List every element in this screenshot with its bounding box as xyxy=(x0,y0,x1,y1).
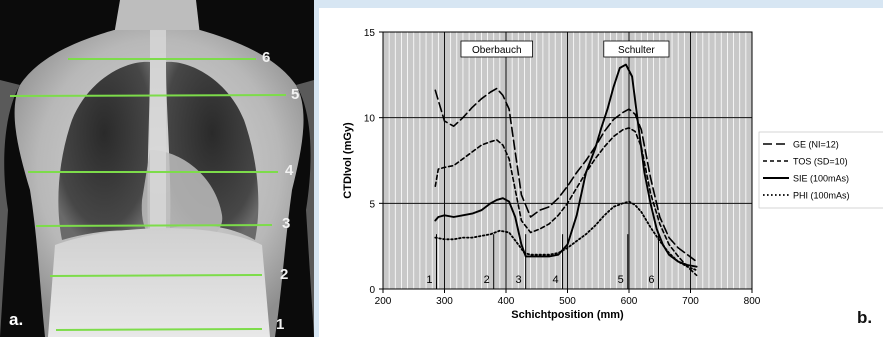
x-tick-label: 200 xyxy=(375,296,392,307)
scan-line-number-3: 3 xyxy=(282,215,291,232)
scan-line-1 xyxy=(55,328,263,331)
position-marker-label: 6 xyxy=(648,274,654,286)
scan-line-number-2: 2 xyxy=(280,266,289,283)
series-line-1 xyxy=(434,87,698,263)
position-marker-label: 2 xyxy=(484,274,490,286)
chest-xray-image xyxy=(0,0,314,337)
region-labels: Oberbauch Schulter xyxy=(460,40,670,58)
scan-line-3 xyxy=(35,224,273,227)
y-tick-label: 15 xyxy=(364,28,376,39)
panel-b-label: b. xyxy=(857,308,873,327)
ctdi-line-chart: 1 2 3 4 5 6 Oberbauch Schulter 200 300 400 500 600… xyxy=(342,28,883,321)
series-line-2 xyxy=(434,127,698,277)
region-label: Schulter xyxy=(618,45,655,56)
scan-line-number-5: 5 xyxy=(291,86,300,103)
x-tick-label: 800 xyxy=(744,296,761,307)
x-tick-label: 700 xyxy=(682,296,699,307)
legend-entry: PHI (100mAs) xyxy=(793,191,850,201)
y-tick-label: 0 xyxy=(369,285,375,296)
panel-a-label: a. xyxy=(9,310,24,329)
series-lines xyxy=(434,63,698,277)
position-marker-label: 5 xyxy=(618,274,624,286)
position-marker-label: 1 xyxy=(426,274,432,286)
x-axis-label: Schichtposition (mm) xyxy=(511,309,624,321)
y-tick-label: 5 xyxy=(369,199,375,210)
series-line-3 xyxy=(434,63,698,268)
legend-entry: SIE (100mAs) xyxy=(793,174,849,184)
legend: GE (NI=12) TOS (SD=10) SIE (100mAs) PHI (10… xyxy=(758,131,883,209)
region-label: Oberbauch xyxy=(472,45,521,56)
scan-line-5 xyxy=(9,94,287,97)
region-label-box xyxy=(460,40,533,58)
position-marker-label: 3 xyxy=(516,274,522,286)
y-axis-label: CTDIvol (mGy) xyxy=(342,122,354,199)
x-tick-label: 500 xyxy=(559,296,576,307)
position-marker-label: 4 xyxy=(552,274,558,286)
x-tick-label: 400 xyxy=(498,296,515,307)
scan-line-number-4: 4 xyxy=(285,162,294,179)
series-line-4 xyxy=(434,200,698,272)
chest-xray-panel: 6 5 4 3 2 1 a. xyxy=(0,0,314,337)
legend-entry: TOS (SD=10) xyxy=(793,157,848,167)
legend-entry: GE (NI=12) xyxy=(793,140,839,150)
chart-panel: 1 2 3 4 5 6 Oberbauch Schulter 200 300 400 500 600… xyxy=(319,8,883,337)
scan-line-2 xyxy=(49,274,263,277)
scan-line-number-1: 1 xyxy=(276,316,285,333)
grid xyxy=(383,32,752,289)
scan-line-number-6: 6 xyxy=(262,49,271,66)
x-tick-label: 600 xyxy=(621,296,638,307)
x-tick-label: 300 xyxy=(436,296,453,307)
y-tick-label: 10 xyxy=(364,114,376,125)
position-markers: 1 2 3 4 5 6 xyxy=(426,234,660,289)
region-label-box xyxy=(603,40,670,58)
